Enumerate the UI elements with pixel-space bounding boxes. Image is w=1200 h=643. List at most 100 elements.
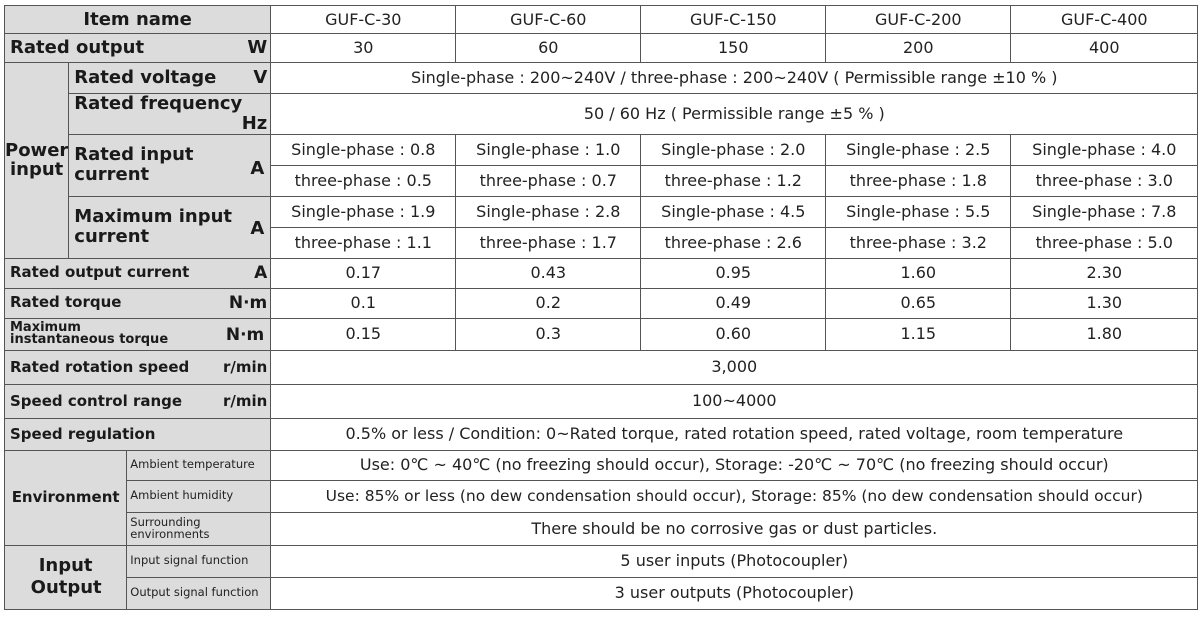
table-row: Maximum instantaneous torque N·m 0.15 0.3… — [3, 317, 1199, 351]
table-row: Ambient humidity Use: 85% or less (no de… — [5, 479, 1199, 513]
cell-value: Single-phase : 7.8 — [1010, 195, 1199, 228]
io-group-label: Input Output — [3, 544, 128, 610]
surrounding-environments-label: Surrounding environments — [126, 511, 272, 546]
cell-value: 400 — [1010, 33, 1199, 63]
cell-value: 30 — [270, 33, 457, 63]
table-row: Surrounding environments There should be… — [5, 511, 1199, 546]
cell-value: 0.1 — [270, 287, 457, 319]
max-torque-label: Maximum instantaneous torque N·m — [3, 317, 272, 351]
rated-output-current-label: Rated output current A — [3, 257, 272, 289]
cell-value: three-phase : 1.8 — [825, 164, 1012, 197]
rated-voltage-label: Rated voltage V — [68, 62, 272, 94]
cell-value: Single-phase : 2.8 — [455, 195, 642, 228]
cell-value: 0.3 — [455, 317, 642, 351]
cell-value: 0.65 — [825, 287, 1012, 319]
environment-group-label: Environment — [3, 449, 128, 546]
cell-value: 3 user outputs (Photocoupler) — [270, 576, 1199, 610]
cell-value: Use: 0℃ ~ 40℃ (no freezing should occur)… — [270, 449, 1199, 481]
unit-label: N·m — [225, 324, 265, 345]
cell-value: 0.5% or less / Condition: 0~Rated torque… — [270, 417, 1199, 451]
table-row: Maximum input current A Single-phase : 1.… — [5, 195, 1199, 259]
cell-value: Single-phase : 4.5 — [640, 195, 827, 228]
cell-value: 100~4000 — [270, 383, 1199, 419]
rated-output-label: Rated output W — [3, 33, 272, 63]
cell-value: 1.30 — [1010, 287, 1199, 319]
cell-value: 0.17 — [270, 257, 457, 289]
cell-value: three-phase : 3.2 — [825, 226, 1012, 259]
cell-value: 0.95 — [640, 257, 827, 289]
table-row: Speed control range r/min 100~4000 — [3, 383, 1199, 419]
cell-value: three-phase : 1.1 — [270, 226, 457, 259]
cell-value: 60 — [455, 33, 642, 63]
unit-label: A — [250, 157, 265, 179]
cell-value: 0.15 — [270, 317, 457, 351]
input-signal-label: Input signal function — [126, 544, 272, 578]
cell-value: 0.49 — [640, 287, 827, 319]
cell-value: 200 — [825, 33, 1012, 63]
cell-value: three-phase : 5.0 — [1010, 226, 1199, 259]
cell-value: 1.15 — [825, 317, 1012, 351]
speed-range-label: Speed control range r/min — [3, 383, 272, 419]
cell-value: 150 — [640, 33, 827, 63]
table-row: Rated frequency Hz 50 / 60 Hz ( Permissib… — [5, 93, 1199, 135]
table-row: Speed regulation 0.5% or less / Conditio… — [3, 417, 1199, 451]
model-header: GUF-C-200 — [825, 5, 1012, 34]
cell-value: Single-phase : 2.0 — [640, 133, 827, 166]
cell-value: Single-phase : 0.8 — [270, 133, 457, 166]
cell-value: Single-phase : 1.9 — [270, 195, 457, 228]
cell-value: 1.80 — [1010, 317, 1199, 351]
item-name-header: Item name — [3, 5, 272, 34]
table-row: Rated input current A Single-phase : 0.8 … — [5, 133, 1199, 197]
spec-table: Item name GUF-C-30 GUF-C-60 GUF-C-150 GU… — [3, 5, 1199, 610]
model-header: GUF-C-60 — [455, 5, 642, 34]
cell-value: Use: 85% or less (no dew condensation sh… — [270, 479, 1199, 513]
cell-value: 2.30 — [1010, 257, 1199, 289]
cell-value: Single-phase : 200~240V / three-phase : … — [270, 62, 1199, 94]
rated-input-current-label: Rated input current A — [68, 133, 272, 197]
unit-label: W — [247, 37, 268, 59]
table-row: Rated output W 30 60 150 200 400 — [3, 33, 1199, 63]
cell-value: three-phase : 0.5 — [270, 164, 457, 197]
table-row: Rated rotation speed r/min 3,000 — [3, 349, 1199, 385]
cell-value: 1.60 — [825, 257, 1012, 289]
cell-value: three-phase : 1.2 — [640, 164, 827, 197]
rated-torque-label: Rated torque N·m — [3, 287, 272, 319]
cell-value: 50 / 60 Hz ( Permissible range ±5 % ) — [270, 93, 1199, 135]
cell-value: three-phase : 0.7 — [455, 164, 642, 197]
cell-value: 3,000 — [270, 349, 1199, 385]
cell-value: Single-phase : 4.0 — [1010, 133, 1199, 166]
table-row: Power input Rated voltage V Single-phase … — [3, 62, 1199, 259]
rated-frequency-label: Rated frequency Hz — [68, 93, 272, 135]
cell-value: three-phase : 2.6 — [640, 226, 827, 259]
table-row: three-phase : 0.5 three-phase : 0.7 thre… — [5, 164, 1199, 197]
ambient-temperature-label: Ambient temperature — [126, 449, 272, 481]
cell-value: Single-phase : 1.0 — [455, 133, 642, 166]
unit-label: r/min — [222, 357, 268, 376]
table-row: Output signal function 3 user outputs (P… — [5, 576, 1199, 610]
cell-value: three-phase : 3.0 — [1010, 164, 1199, 197]
cell-value: There should be no corrosive gas or dust… — [270, 511, 1199, 546]
cell-value: 0.2 — [455, 287, 642, 319]
rated-speed-label: Rated rotation speed r/min — [3, 349, 272, 385]
output-signal-label: Output signal function — [126, 576, 272, 610]
table-row: Rated output current A 0.17 0.43 0.95 1.6… — [3, 257, 1199, 289]
table-row: three-phase : 1.1 three-phase : 1.7 thre… — [5, 226, 1199, 259]
unit-label: A — [254, 262, 268, 283]
unit-label: A — [250, 217, 265, 239]
cell-value: Single-phase : 2.5 — [825, 133, 1012, 166]
cell-value: Single-phase : 5.5 — [825, 195, 1012, 228]
model-header: GUF-C-400 — [1010, 5, 1199, 34]
max-input-current-label: Maximum input current A — [68, 195, 272, 259]
unit-label: V — [253, 67, 268, 89]
model-header: GUF-C-150 — [640, 5, 827, 34]
ambient-humidity-label: Ambient humidity — [126, 479, 272, 513]
unit-label: r/min — [222, 391, 268, 410]
table-row: Rated torque N·m 0.1 0.2 0.49 0.65 1.30 — [3, 287, 1199, 319]
power-input-group-label: Power input — [3, 62, 70, 259]
model-header: GUF-C-30 — [270, 5, 457, 34]
table-row: Environment Ambient temperature Use: 0℃ … — [3, 449, 1199, 546]
unit-label: Hz — [241, 112, 268, 134]
unit-label: N·m — [228, 292, 268, 313]
header-row: Item name GUF-C-30 GUF-C-60 GUF-C-150 GU… — [3, 5, 1199, 34]
speed-regulation-label: Speed regulation — [3, 417, 272, 451]
